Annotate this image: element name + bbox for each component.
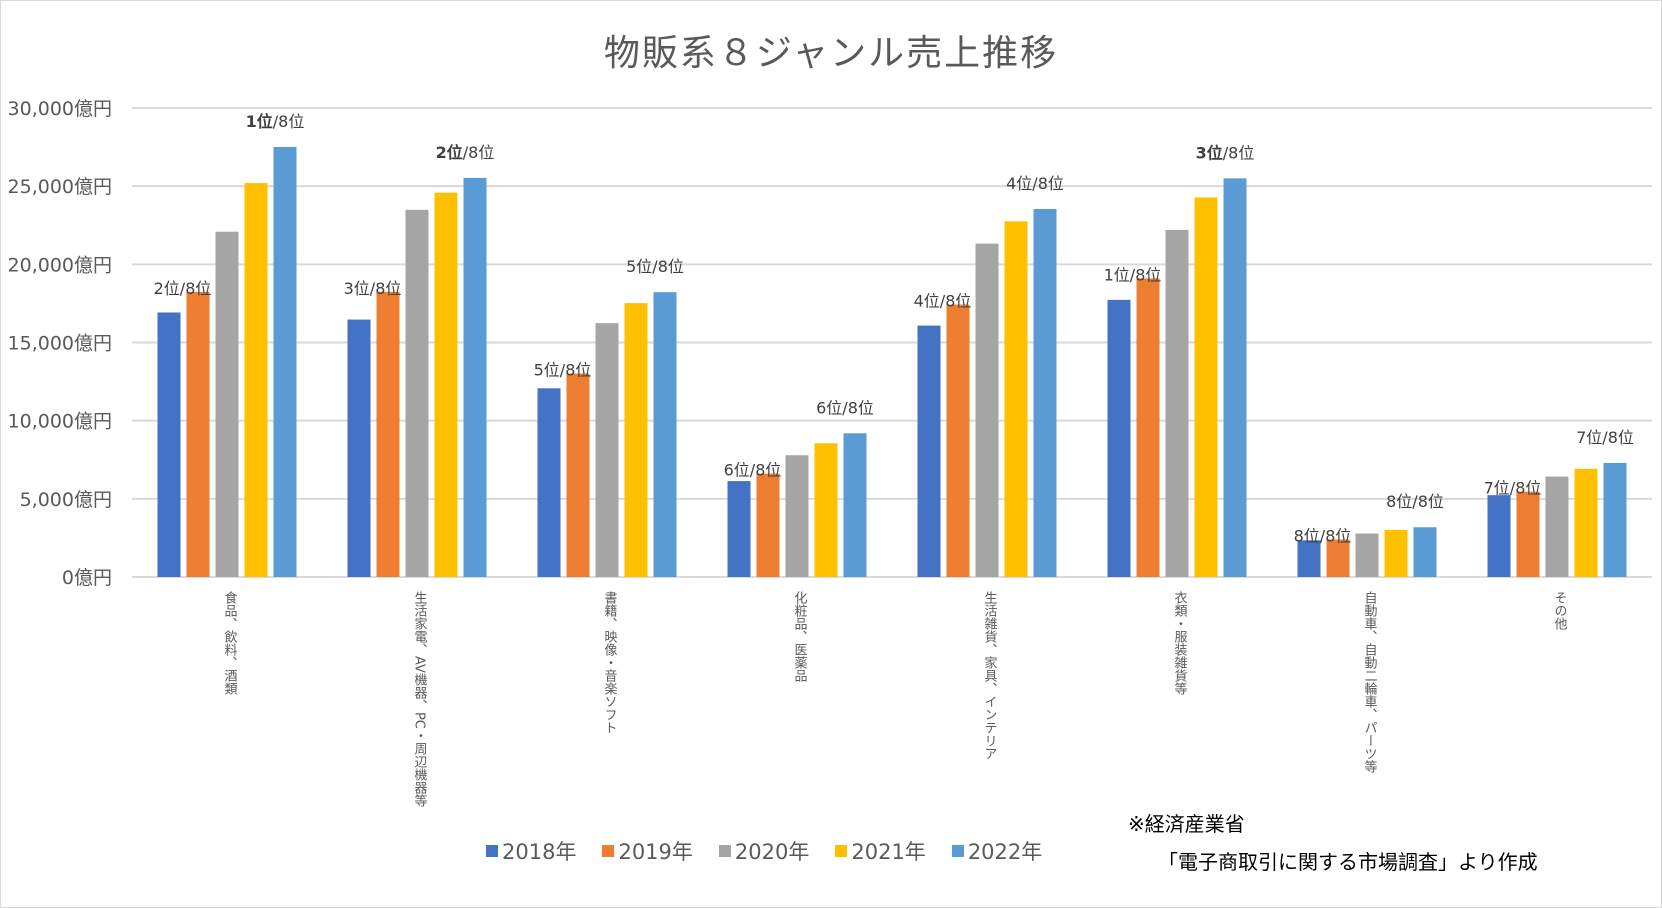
rank-label-2018: 4位/8位 [914, 292, 972, 311]
bar-2019年 [946, 304, 970, 577]
bar-2020年 [1355, 533, 1379, 577]
bar-2022年 [273, 147, 297, 577]
bar-2020年 [215, 231, 239, 577]
bar-2018年 [917, 325, 941, 577]
bar-2020年 [975, 243, 999, 577]
rank-label-2022: 6位/8位 [816, 398, 874, 417]
y-tick-label: 10,000億円 [8, 411, 112, 433]
bar-2022年 [1603, 462, 1627, 577]
y-tick-label: 20,000億円 [8, 254, 112, 276]
bar-2018年 [1297, 540, 1321, 577]
rank-label-2022: 4位/8位 [1006, 174, 1064, 193]
legend-label: 2018年 [502, 840, 577, 864]
legend-label: 2021年 [851, 840, 926, 864]
legend-swatch [835, 845, 848, 857]
source-note-line1: ※経済産業省 [1128, 812, 1245, 836]
bar-2018年 [1107, 299, 1131, 577]
rank-label-2022: 8位/8位 [1386, 492, 1444, 511]
bar-2021年 [1384, 529, 1408, 577]
bar-2018年 [537, 388, 561, 577]
x-category-label: 化粧品、医薬品 [792, 591, 808, 682]
y-tick-label: 25,000億円 [8, 176, 112, 198]
bar-2018年 [347, 319, 371, 577]
bar-2022年 [1413, 527, 1437, 577]
bar-2021年 [814, 443, 838, 577]
legend-swatch [602, 845, 615, 857]
legend-label: 2019年 [618, 840, 693, 864]
bar-2021年 [434, 192, 458, 577]
bar-2019年 [1136, 278, 1160, 577]
rank-label-2018: 8位/8位 [1294, 527, 1352, 546]
bar-2019年 [1326, 539, 1350, 577]
legend-item: 2021年 [835, 836, 926, 866]
legend-item: 2018年 [486, 836, 576, 866]
bar-2022年 [1033, 208, 1057, 577]
rank-label-2018: 7位/8位 [1484, 479, 1542, 498]
y-tick-label: 5,000億円 [20, 489, 112, 511]
rank-label-2022: 3位/8位 [1196, 143, 1255, 162]
legend-swatch [951, 845, 964, 857]
bar-2022年 [463, 177, 487, 577]
bar-2021年 [1194, 197, 1218, 577]
legend-item: 2019年 [602, 836, 693, 866]
bar-2021年 [1004, 221, 1028, 577]
x-category-label: 書籍、映像・音楽ソフト [602, 591, 618, 734]
bar-2018年 [727, 481, 751, 577]
chart-title: 物販系８ジャンル売上推移 [603, 33, 1059, 74]
rank-label-2018: 6位/8位 [724, 461, 782, 480]
bar-2019年 [376, 291, 400, 577]
y-tick-label: 15,000億円 [8, 333, 112, 355]
bar-2020年 [1165, 229, 1189, 577]
x-category-label: 生活雑貨、家具、インテリア [982, 591, 998, 760]
legend-swatch [718, 845, 731, 857]
rank-label-2022: 2位/8位 [436, 143, 495, 162]
rank-label-2022: 7位/8位 [1576, 428, 1634, 447]
source-note-line2: 「電子商取引に関する市場調査」より作成 [1158, 850, 1538, 874]
bar-2019年 [1516, 491, 1540, 577]
rank-label-2018: 2位/8位 [154, 279, 212, 298]
bar-2019年 [186, 291, 210, 577]
legend-label: 2022年 [967, 840, 1043, 864]
bar-2018年 [157, 312, 181, 577]
bar-2021年 [1574, 468, 1598, 577]
bar-2019年 [566, 373, 590, 577]
rank-label-2022: 1位/8位 [246, 112, 305, 131]
x-category-label: 自動車、自動二輪車、パーツ等 [1362, 591, 1378, 773]
legend-label: 2020年 [734, 840, 810, 864]
bar-2020年 [1545, 476, 1569, 577]
y-tick-label: 30,000億円 [8, 98, 112, 120]
bar-2022年 [1223, 178, 1247, 577]
bar-2019年 [756, 473, 780, 577]
y-tick-label: 0億円 [62, 567, 112, 589]
legend: 2018年 2019年 2020年 2021年 2022年 [486, 836, 1042, 866]
x-category-label: 衣類・服装雑貨等 [1172, 590, 1188, 695]
legend-item: 2020年 [718, 836, 810, 866]
bar-2021年 [244, 183, 268, 577]
rank-label-2022: 5位/8位 [626, 257, 684, 276]
rank-label-2018: 1位/8位 [1104, 265, 1162, 284]
x-category-label: その他 [1552, 591, 1568, 631]
bar-2022年 [653, 292, 677, 577]
bar-2022年 [843, 433, 867, 577]
bar-2018年 [1487, 495, 1511, 577]
x-category-label: 生活家電、AV機器、PC・周辺機器等 [412, 591, 428, 807]
legend-item: 2022年 [951, 836, 1043, 866]
bar-2020年 [405, 209, 429, 577]
legend-swatch [486, 845, 498, 857]
bar-2020年 [785, 455, 809, 577]
bar-2020年 [595, 323, 619, 577]
x-category-label: 食品、飲料、酒類 [222, 590, 238, 695]
rank-label-2018: 5位/8位 [534, 361, 592, 380]
bar-2021年 [624, 303, 648, 577]
rank-label-2018: 3位/8位 [344, 279, 402, 298]
